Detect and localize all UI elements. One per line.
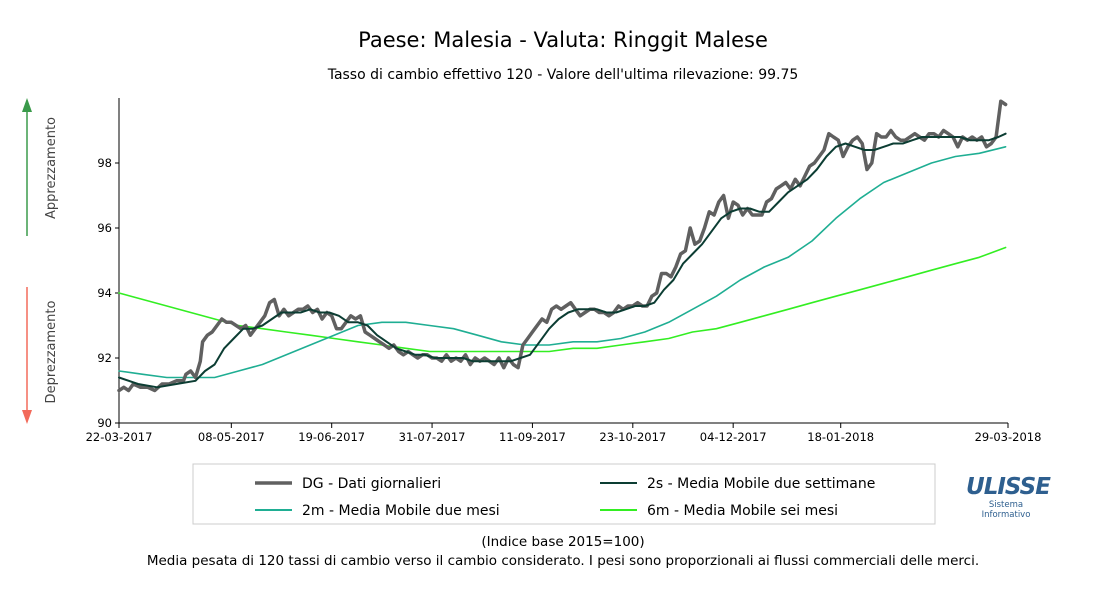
x-tick-label: 18-01-2018 bbox=[807, 430, 874, 444]
x-tick-label: 11-09-2017 bbox=[499, 430, 566, 444]
axes bbox=[115, 98, 1008, 424]
x-tick-label: 04-12-2017 bbox=[700, 430, 767, 444]
y-tick-label: 96 bbox=[97, 221, 112, 235]
down-arrowhead-icon bbox=[22, 410, 32, 424]
x-ticks: 22-03-2017 08-05-2017 19-06-2017 31-07-2017… bbox=[86, 423, 1042, 444]
series-line-dg bbox=[117, 99, 1008, 393]
x-tick-label: 19-06-2017 bbox=[298, 430, 365, 444]
legend: DG - Dati giornalieri 2s - Media Mobile d… bbox=[255, 476, 875, 519]
up-arrowhead-icon bbox=[22, 98, 32, 112]
x-tick-label: 08-05-2017 bbox=[198, 430, 265, 444]
series-line-m6 bbox=[118, 246, 1007, 353]
legend-label-dg: DG - Dati giornalieri bbox=[302, 476, 441, 492]
chart-subtitle: Tasso di cambio effettivo 120 - Valore d… bbox=[327, 67, 799, 83]
description-note: Media pesata di 120 tassi di cambio vers… bbox=[147, 553, 979, 569]
base-index-note: (Indice base 2015=100) bbox=[481, 534, 644, 550]
legend-label-m2: 2m - Media Mobile due mesi bbox=[302, 503, 500, 519]
legend-box bbox=[192, 463, 936, 525]
x-tick-label: 31-07-2017 bbox=[399, 430, 466, 444]
logo-line1: Sistema bbox=[989, 500, 1023, 510]
depreciation-indicator: Deprezzamento bbox=[22, 287, 59, 424]
legend-label-s2: 2s - Media Mobile due settimane bbox=[647, 476, 875, 492]
x-tick-label: 22-03-2017 bbox=[86, 430, 153, 444]
series-line-m2 bbox=[118, 146, 1007, 379]
logo-name: ULISSE bbox=[966, 474, 1051, 500]
y-tick-label: 98 bbox=[97, 156, 112, 170]
x-tick-label: 23-10-2017 bbox=[599, 430, 666, 444]
ulisse-logo: ULISSE Sistema Informativo bbox=[966, 474, 1052, 520]
logo-line2: Informativo bbox=[982, 510, 1031, 520]
series-line-s2 bbox=[118, 132, 1007, 389]
appreciation-label: Apprezzamento bbox=[44, 117, 59, 219]
y-ticks: 90 92 94 96 98 bbox=[97, 156, 119, 430]
y-tick-label: 90 bbox=[97, 416, 112, 430]
y-tick-label: 92 bbox=[97, 351, 112, 365]
chart-title: Paese: Malesia - Valuta: Ringgit Malese bbox=[358, 28, 768, 52]
y-tick-label: 94 bbox=[97, 286, 112, 300]
depreciation-label: Deprezzamento bbox=[44, 301, 59, 404]
x-tick-label: 29-03-2018 bbox=[975, 430, 1042, 444]
series-group bbox=[117, 99, 1008, 393]
appreciation-indicator: Apprezzamento bbox=[22, 98, 59, 236]
legend-label-m6: 6m - Media Mobile sei mesi bbox=[647, 503, 838, 519]
